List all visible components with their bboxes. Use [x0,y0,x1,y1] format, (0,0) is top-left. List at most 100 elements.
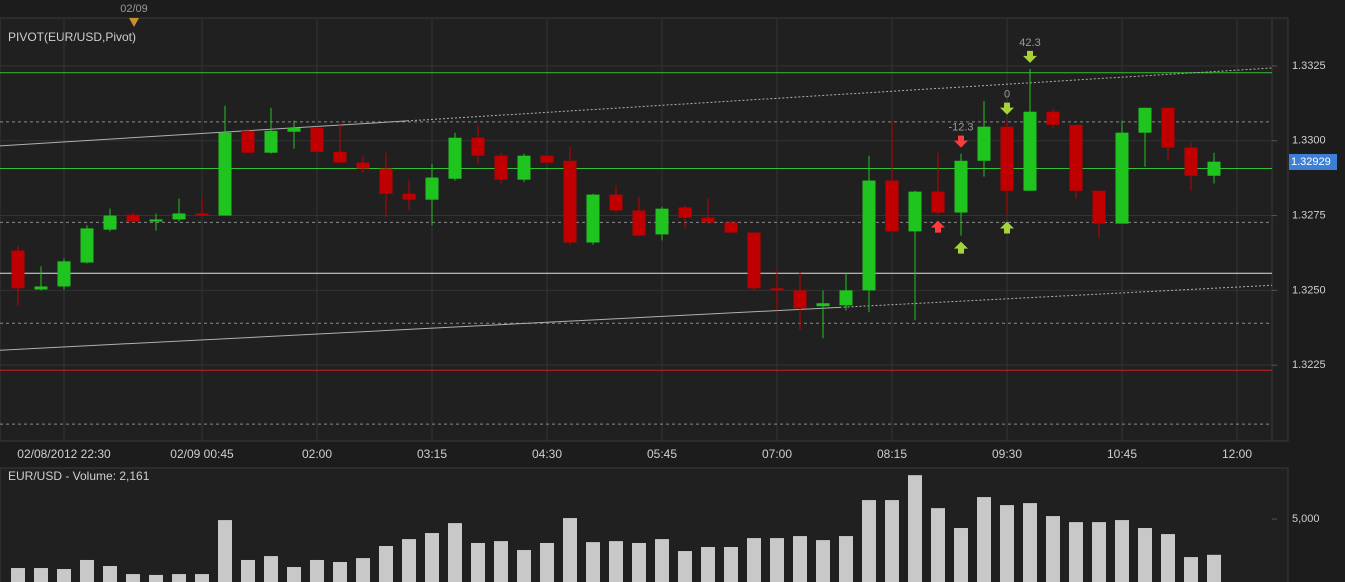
candle-body [287,127,301,132]
candle-body [264,130,278,153]
candle-body [448,137,462,179]
candle-body [356,162,370,169]
signal-arrow-down [1023,50,1037,63]
candle-body [609,194,623,211]
candle-body [310,127,324,152]
candle-body [1046,111,1060,125]
candle-body [471,137,485,156]
volume-bar [172,574,186,582]
volume-bar [195,574,209,582]
volume-bar [586,542,600,582]
candle-body [839,290,853,306]
x-tick-label: 08:15 [877,447,907,461]
volume-bar [678,551,692,582]
volume-bar [517,550,531,582]
volume-bar [425,533,439,582]
signal-arrow-down [954,135,968,148]
candle-body [149,219,163,222]
candle-body [862,180,876,291]
candle-body [195,213,209,216]
candle-body [816,303,830,307]
volume-bar [1184,557,1198,582]
volume-bar [126,574,140,582]
volume-bar [1092,522,1106,582]
volume-bar [1023,503,1037,582]
volume-title: EUR/USD - Volume: 2,161 [8,469,150,483]
volume-bar [862,500,876,582]
volume-bar [80,559,94,582]
x-tick-label: 09:30 [992,447,1022,461]
y-tick-label: 1.3325 [1292,60,1326,72]
candle-body [747,232,761,289]
candle-body [1023,111,1037,191]
volume-bar [471,542,485,582]
volume-bar [770,538,784,582]
volume-bar [724,547,738,582]
volume-bar [379,546,393,582]
volume-bar [747,538,761,582]
signal-arrow-up [931,220,945,233]
y-tick-label: 1.3275 [1292,209,1326,221]
candle-body [655,208,669,235]
candle-body [724,222,738,233]
x-tick-label: 12:00 [1222,447,1252,461]
volume-bar [1069,522,1083,582]
volume-bar [310,559,324,582]
volume-bar [149,574,163,582]
candle-body [80,228,94,263]
candle-body [632,210,646,236]
candle-body [11,250,25,289]
signal-arrow-up [1000,221,1014,234]
volume-bar [1115,520,1129,582]
volume-bar [977,497,991,582]
volume-bar [793,536,807,582]
candle-body [402,193,416,200]
volume-bar [1161,534,1175,582]
candle-body [563,160,577,243]
x-tick-label: 03:15 [417,447,447,461]
candle-body [701,217,715,223]
volume-bar [655,539,669,582]
candle-body [494,155,508,180]
signal-label: -12.3 [948,122,973,134]
candle-body [954,160,968,213]
candle-body [908,191,922,232]
volume-bar [218,520,232,582]
volume-bar [356,558,370,582]
volume-bar [333,561,347,582]
y-tick-label: 1.3225 [1292,359,1326,371]
trend-line-extension [839,284,1273,308]
volume-bar [701,547,715,582]
volume-bar [494,541,508,582]
last-price-tag [1289,153,1337,170]
candle-body [103,215,117,230]
volume-bar [287,567,301,582]
volume-bar [241,559,255,582]
candle-body [517,155,531,180]
candle-body [1138,107,1152,133]
y-tick-label: 1.3300 [1292,135,1326,147]
x-tick-label: 02/08/2012 22:30 [17,447,111,461]
trend-line-extension [407,67,1273,122]
volume-bar [816,540,830,582]
candle-body [218,132,232,216]
x-tick-label: 04:30 [532,447,562,461]
volume-bar [540,542,554,582]
volume-bar [103,566,117,582]
candle-body [793,290,807,309]
volume-bar [264,556,278,582]
trend-line [0,306,840,351]
y-tick-label: 5,000 [1292,513,1320,525]
candle-body [931,191,945,213]
candle-body [1161,107,1175,148]
last-price-label: 1.32929 [1291,156,1331,168]
candle-body [1115,132,1129,224]
candle-body [333,151,347,163]
x-tick-label: 02/09 00:45 [170,447,234,461]
volume-bar [839,536,853,582]
candle-body [425,177,439,200]
chart-title: PIVOT(EUR/USD,Pivot) [8,30,136,44]
signal-arrow-up [954,241,968,254]
volume-bar [402,539,416,582]
